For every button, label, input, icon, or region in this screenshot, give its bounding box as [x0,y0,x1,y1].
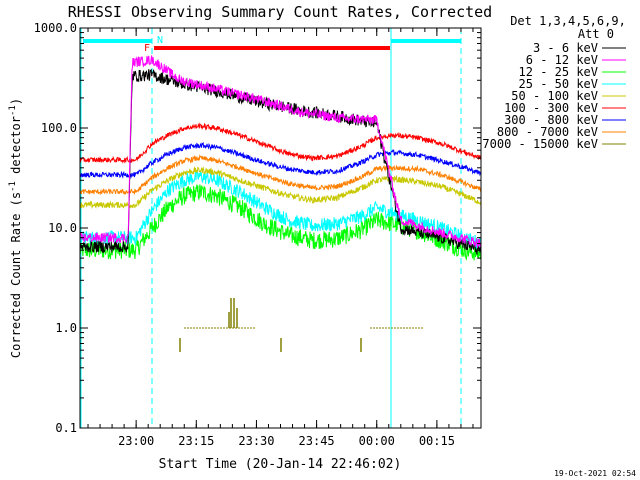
series-line-25-50-kev [79,169,482,251]
series-layer [79,55,482,261]
legend-label-3-6-kev: 3 - 6 keV [533,41,598,55]
y-tick-label: 1000.0 [34,21,77,35]
flag-label-f: F [144,43,150,54]
night-flag-bar [83,39,152,43]
x-tick-label: 00:00 [359,434,395,448]
x-tick-label: 23:00 [118,434,154,448]
legend-label-800-7000-kev: 800 - 7000 keV [497,125,598,139]
flag-bars: FN [83,35,461,54]
attenuator-band [179,298,423,352]
y-tick-label: 10.0 [48,221,77,235]
y-label-part3: ) [9,98,23,105]
x-tick-label: 00:15 [419,434,455,448]
y-tick-label: 1.0 [55,321,77,335]
legend-label-12-25-kev: 12 - 25 keV [519,65,598,79]
legend-label-300-800-kev: 300 - 800 keV [504,113,598,127]
chart-title: RHESSI Observing Summary Count Rates, Co… [68,3,492,21]
y-label-part2: detector [9,116,23,181]
series-line-100-300-kev [79,122,482,164]
legend-label-100-300-kev: 100 - 300 keV [504,101,598,115]
legend-label-50-100-kev: 50 - 100 keV [511,89,598,103]
series-line-12-25-kev [79,184,482,261]
x-tick-label: 23:15 [178,434,214,448]
legend-header: Det 1,3,4,5,6,9, [510,14,626,28]
flare-flag-bar [154,46,390,50]
attenuator-spikes [228,298,238,328]
series-line-6-12-kev [79,55,482,249]
y-axis: 0.1 1.0 10.0 100.0 1000.0 [34,21,481,435]
legend-label-25-50-kev: 25 - 50 keV [519,77,598,91]
legend-subheader: Att 0 [578,27,614,41]
y-label-part1: Corrected Count Rate (s [9,192,23,358]
x-axis: 23:00 23:15 23:30 23:45 00:00 00:15 [87,28,474,448]
x-tick-label: 23:45 [299,434,335,448]
legend-label-7000-15000-kev: 7000 - 15000 keV [482,137,598,151]
series-line-50-100-kev [79,165,482,210]
y-axis-label: Corrected Count Rate (s-1 detector-1) [8,98,23,358]
x-axis-label: Start Time (20-Jan-14 22:46:02) [159,457,402,472]
y-label-sup2: -1 [8,105,18,116]
legend-label-6-12-kev: 6 - 12 keV [526,53,598,67]
y-tick-label: 100.0 [41,121,77,135]
y-label-sup1: -1 [8,181,18,192]
footer-timestamp: 19-Oct-2021 02:54 [554,469,636,478]
night-flag-bar [391,39,461,43]
flag-label-n: N [157,35,163,46]
series-line-300-800-kev [79,141,482,180]
x-tick-label: 23:30 [238,434,274,448]
y-tick-label: 0.1 [55,421,77,435]
series-line-800-7000-kev [79,154,482,196]
attenuator-drops [179,338,362,352]
